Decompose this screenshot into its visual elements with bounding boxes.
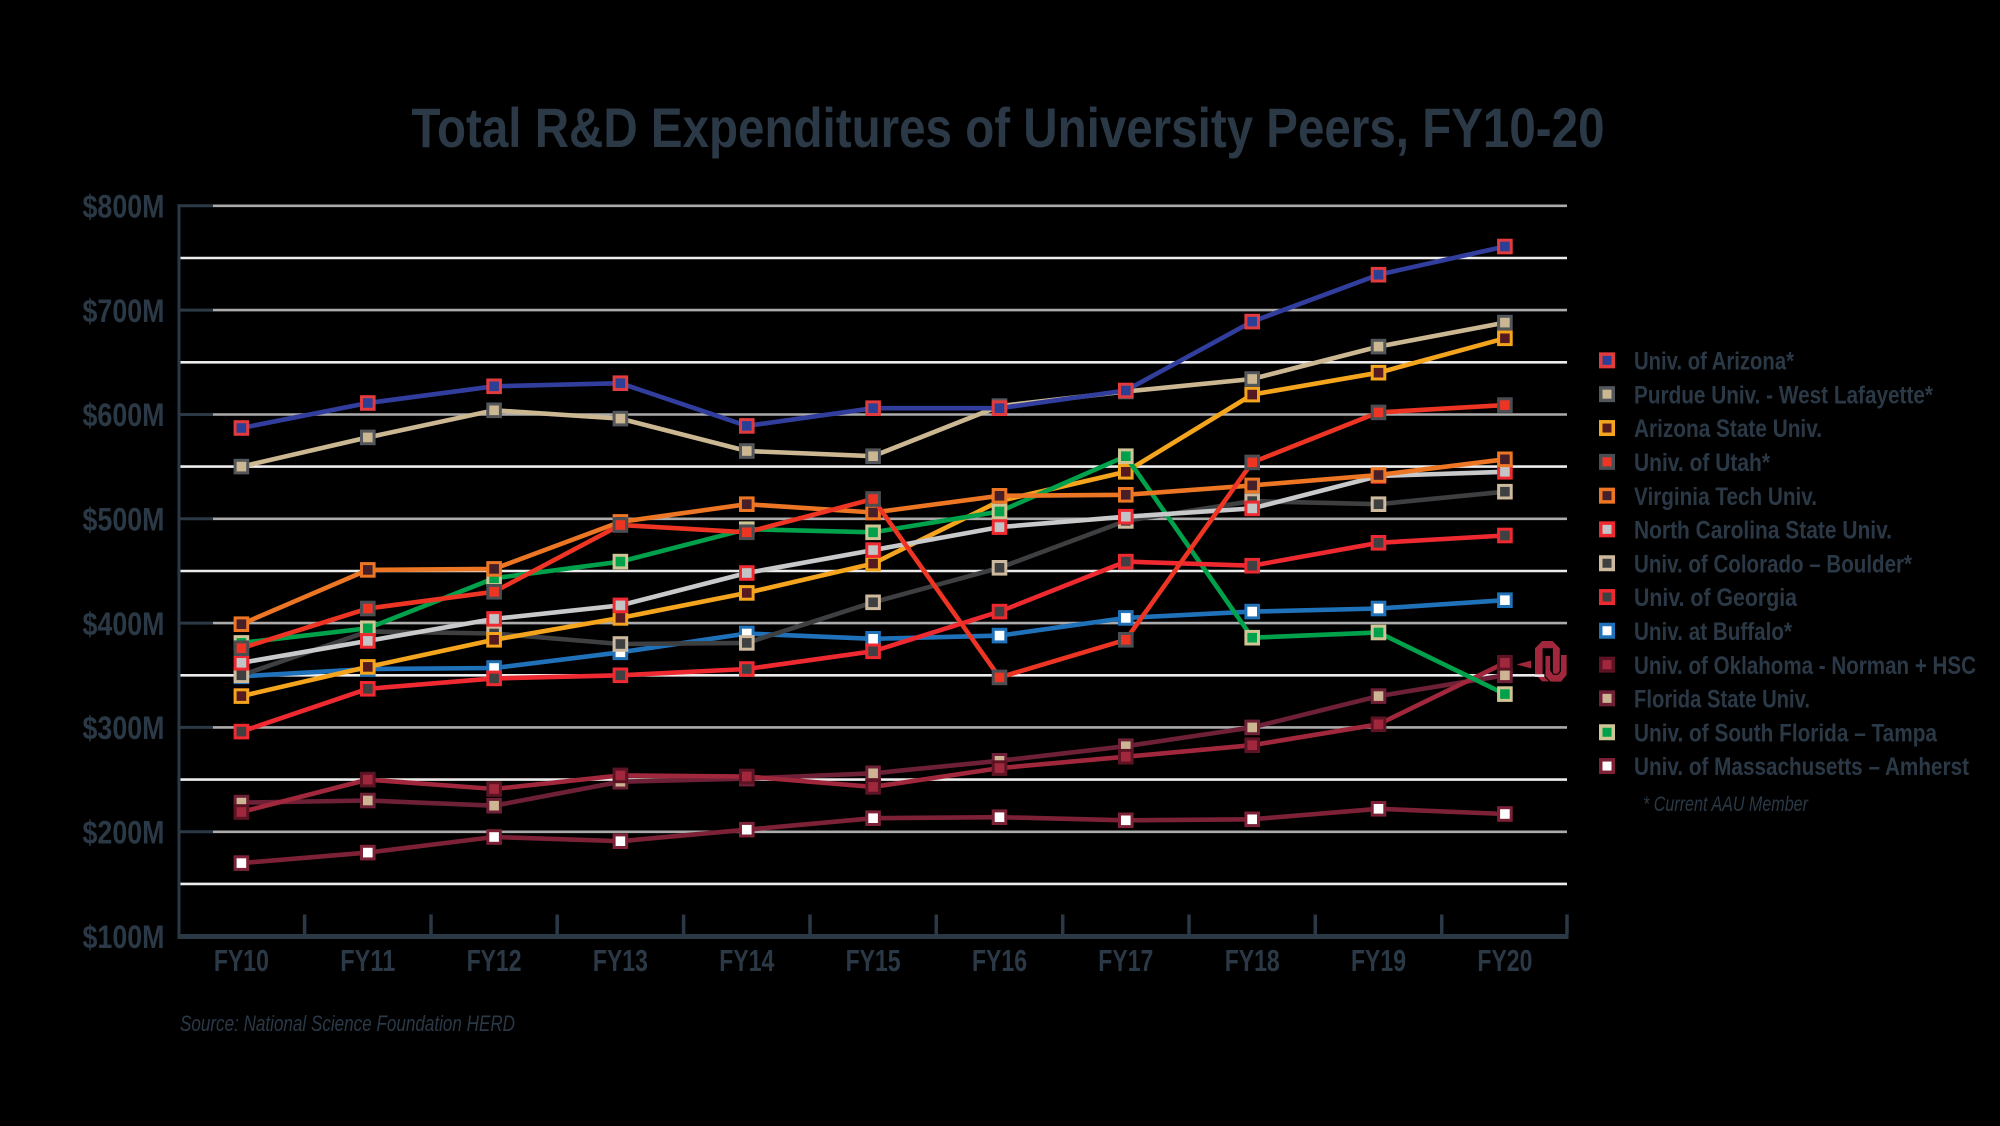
svg-text:Source: National Science Found: Source: National Science Foundation HERD [180, 1011, 515, 1036]
svg-text:FY20: FY20 [1477, 943, 1532, 978]
svg-text:FY18: FY18 [1225, 943, 1280, 978]
svg-text:FY11: FY11 [340, 943, 395, 978]
svg-text:$600M: $600M [83, 397, 165, 433]
svg-text:North Carolina State Univ.: North Carolina State Univ. [1634, 517, 1892, 545]
svg-text:FY15: FY15 [846, 943, 901, 978]
svg-text:Univ. of Utah*: Univ. of Utah* [1634, 449, 1770, 477]
svg-text:$300M: $300M [83, 710, 165, 746]
svg-text:* Current AAU Member: * Current AAU Member [1643, 793, 1809, 816]
svg-text:$800M: $800M [83, 189, 165, 225]
svg-text:FY10: FY10 [214, 943, 269, 978]
svg-text:FY12: FY12 [467, 943, 522, 978]
svg-text:Univ. of Oklahoma - Norman + H: Univ. of Oklahoma - Norman + HSC [1634, 652, 1976, 680]
svg-text:$200M: $200M [83, 815, 165, 851]
svg-text:Florida State Univ.: Florida State Univ. [1634, 686, 1810, 714]
svg-text:FY17: FY17 [1098, 943, 1153, 978]
svg-text:Arizona State Univ.: Arizona State Univ. [1634, 415, 1822, 443]
svg-text:Univ. of South Florida – Tampa: Univ. of South Florida – Tampa [1634, 719, 1938, 747]
svg-text:FY14: FY14 [719, 943, 775, 978]
svg-text:Virginia Tech Univ.: Virginia Tech Univ. [1634, 483, 1817, 511]
svg-text:Univ. of Arizona*: Univ. of Arizona* [1634, 348, 1794, 376]
svg-text:FY19: FY19 [1351, 943, 1406, 978]
svg-text:$400M: $400M [83, 606, 165, 642]
svg-text:Univ. of Colorado – Boulder*: Univ. of Colorado – Boulder* [1634, 550, 1912, 578]
svg-text:Univ. at Buffalo*: Univ. at Buffalo* [1634, 618, 1792, 646]
svg-text:$100M: $100M [83, 919, 165, 955]
svg-text:Univ. of Massachusetts – Amher: Univ. of Massachusetts – Amherst [1634, 753, 1970, 781]
svg-text:FY13: FY13 [593, 943, 648, 978]
svg-text:Total R&D Expenditures of Univ: Total R&D Expenditures of University Pee… [412, 96, 1605, 159]
svg-text:Purdue Univ. - West Lafayette*: Purdue Univ. - West Lafayette* [1634, 381, 1933, 409]
svg-text:Univ. of Georgia: Univ. of Georgia [1634, 584, 1798, 612]
svg-text:$500M: $500M [83, 502, 165, 538]
svg-text:$700M: $700M [83, 293, 165, 329]
svg-text:FY16: FY16 [972, 943, 1027, 978]
